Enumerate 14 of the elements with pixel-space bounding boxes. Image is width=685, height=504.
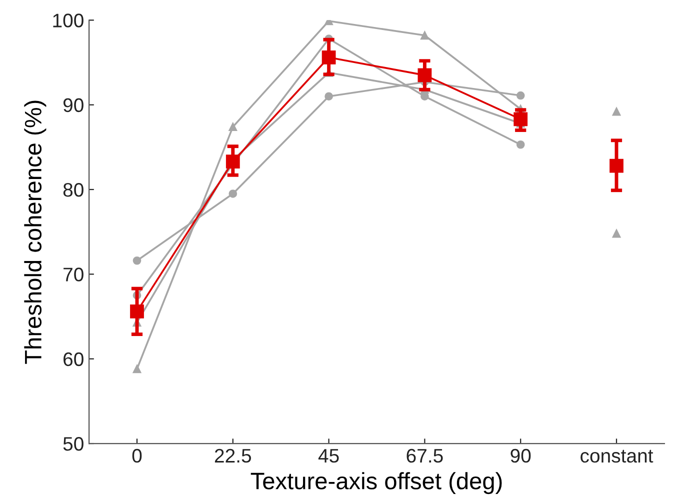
- y-tick-label: 80: [63, 182, 84, 197]
- y-tick-label: 50: [63, 436, 84, 451]
- y-tick-label: 90: [63, 98, 84, 112]
- x-tick-label: 90: [510, 448, 531, 463]
- x-tick-label: 45: [318, 449, 339, 463]
- y-tick-label: 60: [64, 352, 84, 366]
- x-tick-label: constant: [580, 450, 654, 463]
- x-tick-label: 22.5: [214, 448, 252, 463]
- x-axis-title: Texture-axis offset (deg): [250, 472, 502, 494]
- x-tick-label: 67.5: [406, 448, 443, 463]
- x-tick-label: 0: [132, 448, 142, 463]
- y-tick-label: 70: [64, 268, 84, 282]
- y-tick-label: 100: [53, 14, 84, 28]
- y-axis-title: Threshold coherence (%): [24, 100, 46, 364]
